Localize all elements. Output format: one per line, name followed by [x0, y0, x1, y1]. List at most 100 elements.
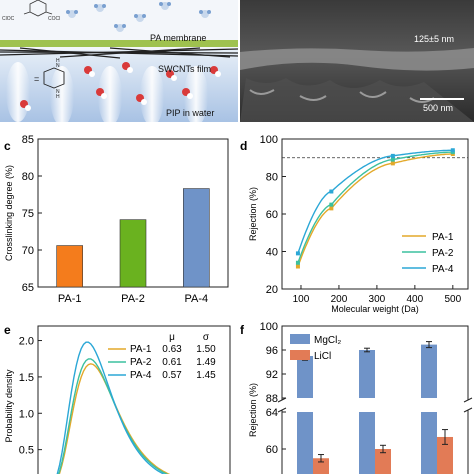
nh-top-h: H — [56, 58, 60, 64]
axis-break-gap — [279, 400, 471, 410]
water-molecules-top — [66, 2, 211, 32]
axis-break-mark — [463, 407, 473, 413]
scalebar-label: 500 nm — [423, 103, 453, 113]
panel-letter-d: d — [240, 139, 247, 153]
legend-mu: 0.57 — [162, 370, 182, 381]
bar-pa-1 — [56, 245, 83, 288]
point-pa-4 — [390, 153, 395, 158]
xtick-label: 200 — [331, 294, 348, 305]
ylabel-e: Probability density — [4, 369, 14, 443]
point-pa-4 — [329, 189, 334, 194]
cocl-right-label: COCl — [48, 16, 60, 22]
point-pa-4 — [450, 148, 455, 153]
bar-mgcl2 — [297, 412, 313, 474]
ytick-label: 0.5 — [19, 445, 34, 457]
point-pa-4 — [295, 251, 300, 256]
ytick-label: 70 — [22, 245, 34, 257]
bar-pa-4 — [183, 188, 210, 288]
lines-d — [295, 148, 455, 269]
panel-a-schematic: ClOC COCl = N H N H — [0, 0, 239, 126]
cocl-left-label: ClOC — [2, 16, 15, 22]
legend-mu: 0.61 — [162, 357, 182, 368]
ylabel-d: Rejection (%) — [248, 187, 258, 241]
yticks-e: 0.00.51.01.52.0 — [19, 336, 42, 457]
legend-sigma: 1.45 — [196, 370, 216, 381]
thickness-label: 125±5 nm — [414, 34, 454, 44]
ytick-label: 2.0 — [19, 336, 34, 348]
pa-membrane-label: PA membrane — [150, 33, 206, 43]
pa-membrane-layer — [0, 40, 238, 47]
point-pa-1 — [390, 161, 395, 166]
ytick-label: 1.0 — [19, 408, 34, 420]
ytick-label: 60 — [266, 444, 278, 456]
legend-swatch-mgcl2 — [290, 334, 310, 344]
bar-licl — [375, 449, 391, 474]
xtick-label: 300 — [369, 294, 386, 305]
bar-mgcl2 — [297, 356, 313, 398]
nh-top-n: N — [56, 63, 60, 69]
ytick-label: 100 — [260, 134, 278, 146]
chart-e-pore-distribution: e Probability density 0.00.51.01.52.0 μσ… — [4, 323, 231, 474]
bar-licl — [437, 436, 453, 474]
legend-label: LiCl — [314, 351, 331, 362]
chart-f-salt-rejection: f Rejection (%) 889296100566064 MgCl₂LiC… — [240, 321, 473, 474]
legend-label: PA-1 — [432, 232, 454, 243]
tmc-molecule — [23, 0, 53, 17]
legend-label: PA-1 — [130, 344, 152, 355]
point-pa-2 — [329, 202, 334, 207]
ytick-label: 80 — [22, 171, 34, 183]
panel-letter-e: e — [4, 323, 11, 337]
point-pa-2 — [390, 157, 395, 162]
pip-in-water-label: PIP in water — [166, 108, 214, 118]
xtick-label: PA-4 — [185, 293, 209, 305]
point-pa-1 — [295, 264, 300, 269]
bar-pa-2 — [119, 219, 147, 288]
ytick-label: 88 — [266, 393, 278, 405]
xtick-label: PA-1 — [58, 293, 82, 305]
bar-licl — [313, 458, 329, 474]
legend-label: MgCl₂ — [314, 335, 341, 346]
bars-f — [297, 341, 453, 474]
axis-break-mark — [277, 407, 287, 413]
ytick-label: 80 — [266, 172, 278, 184]
lines-e — [56, 341, 171, 474]
ticks-d: 20 40 60 80 100 100 200 300 400 500 — [260, 134, 462, 305]
equals-sign: = — [34, 74, 39, 84]
curve-pa-1 — [58, 363, 171, 474]
bar-mgcl2 — [359, 350, 375, 398]
ytick-label: 96 — [266, 345, 278, 357]
legend-label: PA-2 — [432, 248, 454, 259]
ylabel-c: Crosslinking degree (%) — [4, 165, 14, 261]
axis-break-mark — [463, 397, 473, 403]
ytick-label: 92 — [266, 369, 278, 381]
panel-b-sem-image: 125±5 nm 500 nm — [240, 0, 474, 122]
ytick-label: 75 — [22, 208, 34, 220]
panel-letter-c: c — [4, 139, 11, 153]
ylabel-f: Rejection (%) — [248, 383, 258, 437]
ytick-label: 65 — [22, 282, 34, 294]
legend-f: MgCl₂ LiCl — [290, 334, 341, 362]
pip-molecules — [20, 62, 221, 111]
legend-mu: 0.63 — [162, 344, 182, 355]
ytick-label: 85 — [22, 134, 34, 146]
xtick-label: 100 — [293, 294, 310, 305]
legend-label: PA-4 — [432, 264, 454, 275]
bar-mgcl2 — [421, 412, 437, 474]
point-pa-1 — [329, 206, 334, 211]
legend-sigma: 1.49 — [196, 357, 216, 368]
legend-mu-header: μ — [169, 332, 175, 343]
yticks-c: 65 70 75 80 85 — [22, 134, 42, 294]
point-pa-2 — [295, 260, 300, 265]
legend-sigma-header: σ — [203, 332, 210, 343]
line-pa-1 — [297, 153, 453, 267]
nh-bottom-n: N — [56, 89, 60, 95]
ytick-label: 20 — [266, 284, 278, 296]
xlabel-d: Molecular weight (Da) — [331, 304, 419, 314]
legend-swatch-licl — [290, 350, 310, 360]
legend-label: PA-4 — [130, 370, 152, 381]
xtick-label: 400 — [407, 294, 424, 305]
axes-frame-e — [37, 325, 231, 474]
chart-d-rejection: d Rejection (%) Molecular weight (Da) 20… — [240, 134, 469, 314]
line-pa-4 — [297, 149, 453, 254]
legend-label: PA-2 — [130, 357, 152, 368]
